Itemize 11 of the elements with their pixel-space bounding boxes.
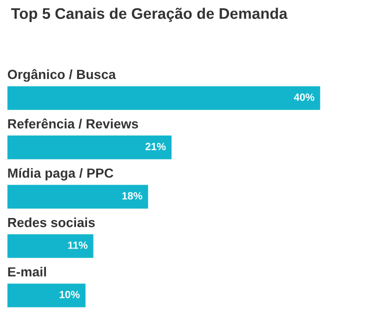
y-tick-label: Redes sociais [8,217,95,228]
y-tick-label: Referência / Reviews [8,118,138,129]
data-label: 11% [68,242,88,249]
y-tick-label: Mídia paga / PPC [8,168,114,180]
data-label: 40% [294,93,314,101]
chart-title: Top 5 Canais de Geração de Demanda [11,8,288,22]
y-tick-label: E-mail [8,266,46,277]
data-label: 21% [146,142,166,150]
data-label: 18% [122,192,142,200]
y-tick-label: Orgânico / Busca [8,69,116,82]
data-label: 10% [60,290,80,298]
